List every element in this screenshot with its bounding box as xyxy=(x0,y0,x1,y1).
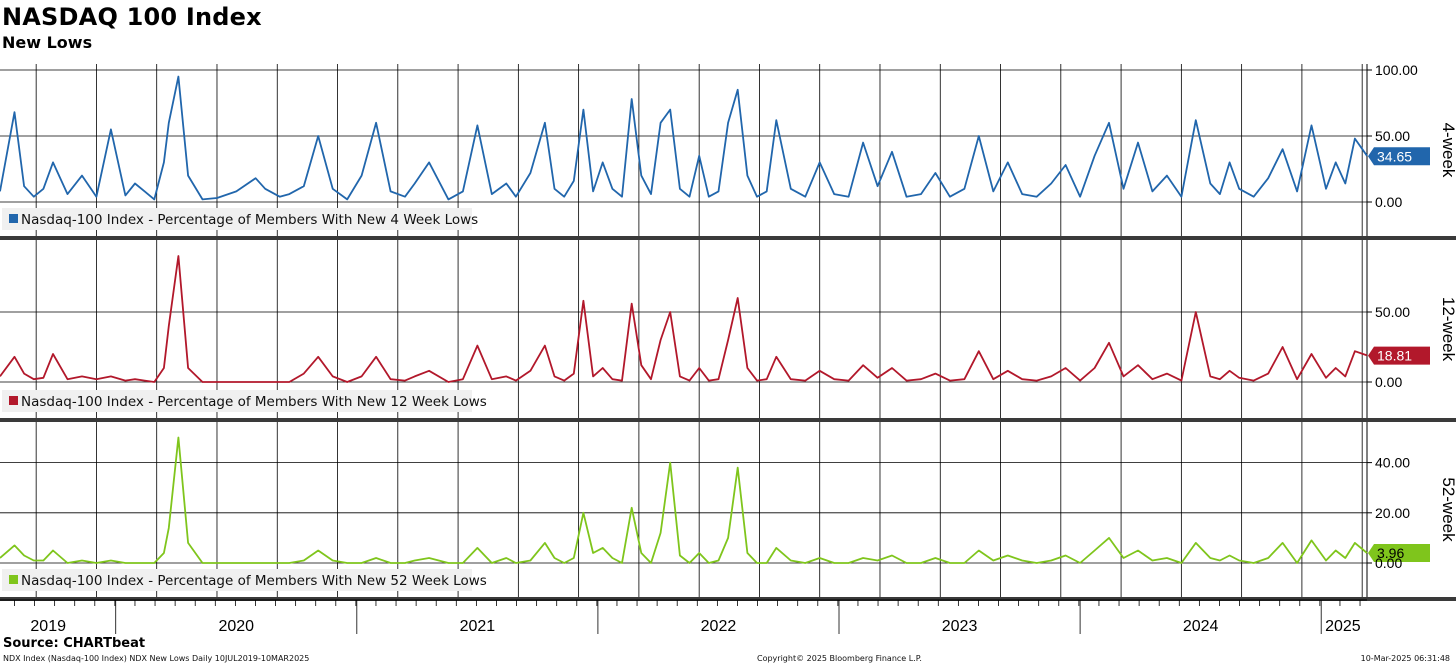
x-tick-label: 2025 xyxy=(1325,618,1361,635)
legend-text: Nasdaq-100 Index - Percentage of Members… xyxy=(21,394,487,410)
y-tick-label: 0.00 xyxy=(1375,555,1402,571)
panel-label: 12-week xyxy=(1439,297,1456,362)
legend-box xyxy=(2,569,472,591)
x-tick-label: 2020 xyxy=(218,618,254,635)
legend-box xyxy=(2,208,472,230)
last-value-label: 18.81 xyxy=(1377,348,1412,364)
panel-52-week xyxy=(0,422,1456,601)
panel-divider xyxy=(0,418,1456,422)
legend-text: Nasdaq-100 Index - Percentage of Members… xyxy=(21,212,478,228)
series-line-4-week xyxy=(0,75,1368,201)
y-tick-label: 0.00 xyxy=(1375,374,1402,390)
footer-copyright: Copyright© 2025 Bloomberg Finance L.P. xyxy=(757,654,922,663)
legend-swatch xyxy=(9,396,18,405)
panel-4-week xyxy=(0,64,1456,240)
x-tick-label: 2019 xyxy=(30,618,66,635)
last-value-tag xyxy=(1368,346,1430,365)
y-tick-label: 20.00 xyxy=(1375,505,1410,521)
legend-swatch xyxy=(9,214,18,223)
panel-divider xyxy=(0,236,1456,240)
x-tick-label: 2022 xyxy=(701,618,737,635)
source-label: Source: CHARTbeat xyxy=(3,636,146,651)
last-value-tag xyxy=(1368,544,1430,563)
y-tick-label: 100.00 xyxy=(1375,62,1418,78)
legend-box xyxy=(2,390,472,412)
x-tick-label: 2021 xyxy=(460,618,496,635)
legend-text: Nasdaq-100 Index - Percentage of Members… xyxy=(21,573,487,589)
series-line-12-week xyxy=(0,255,1368,383)
y-tick-label: 40.00 xyxy=(1375,455,1410,471)
footer-ticker: NDX Index (Nasdaq-100 Index) NDX New Low… xyxy=(3,654,310,663)
last-value-tag xyxy=(1368,147,1430,166)
series-line-52-week xyxy=(0,436,1368,564)
chart-title: NASDAQ 100 Index xyxy=(2,3,262,31)
legend-swatch xyxy=(9,575,18,584)
panel-12-week xyxy=(0,240,1456,422)
x-tick-label: 2023 xyxy=(942,618,978,635)
y-tick-label: 50.00 xyxy=(1375,304,1410,320)
last-value-label: 34.65 xyxy=(1377,148,1412,164)
panel-label: 4-week xyxy=(1439,123,1456,178)
panel-label: 52-week xyxy=(1439,477,1456,542)
footer-timestamp: 10-Mar-2025 06:31:48 xyxy=(1360,654,1450,663)
chart-subtitle: New Lows xyxy=(2,33,93,52)
panel-divider xyxy=(0,597,1456,601)
last-value-label: 3.96 xyxy=(1377,545,1404,561)
y-tick-label: 0.00 xyxy=(1375,194,1402,210)
y-tick-label: 50.00 xyxy=(1375,128,1410,144)
x-tick-label: 2024 xyxy=(1183,618,1219,635)
